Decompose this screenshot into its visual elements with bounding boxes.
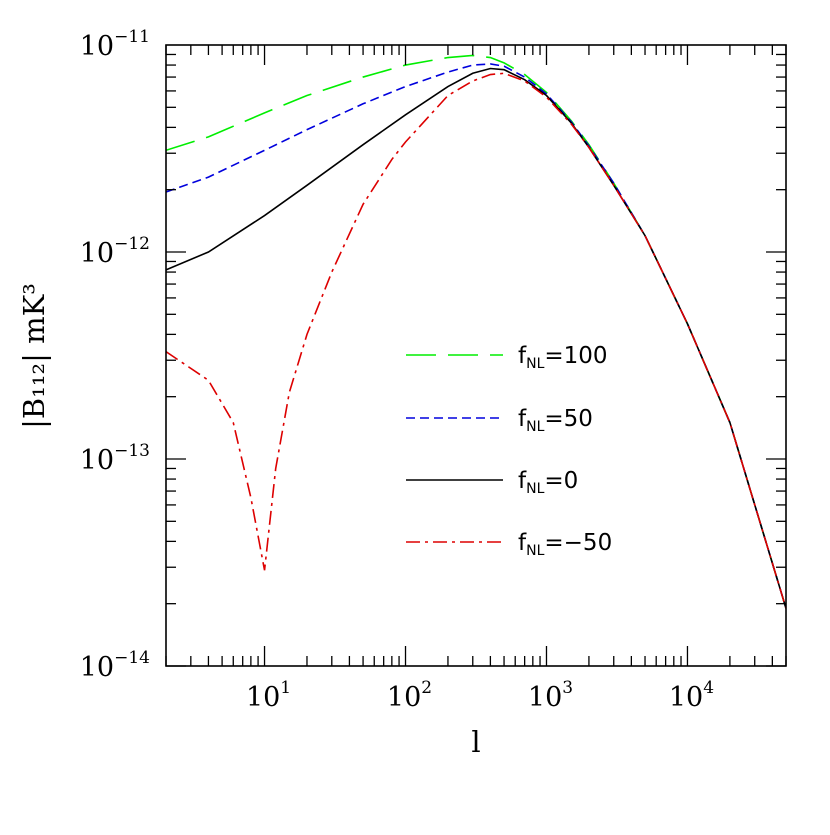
x-axis-label: l	[471, 725, 480, 759]
legend-label-1: fNL=50	[518, 406, 593, 435]
legend-label-2: fNL=0	[518, 468, 578, 497]
series-line-1	[166, 63, 786, 609]
y-axis-label: |B₁₁₂| mK³	[17, 283, 51, 429]
legend-label-3: fNL=−50	[518, 530, 612, 559]
x-tick-label-3: 104	[669, 678, 714, 713]
y-tick-label-2: 10−12	[80, 234, 150, 269]
legend-label-0: fNL=100	[518, 343, 608, 372]
series-line-3	[166, 72, 786, 609]
series-line-0	[166, 54, 786, 609]
legend: fNL=100 fNL=50 fNL=0 fNL=−50	[406, 343, 612, 559]
x-tick-label-1: 102	[387, 678, 432, 713]
series-group	[166, 54, 786, 609]
series-line-2	[166, 67, 786, 609]
y-tick-label-3: 10−11	[80, 27, 150, 62]
plot-frame	[165, 44, 787, 667]
tick-labels-group: 101 102 103 104 10−14 10−13 10−12 10−11	[80, 27, 714, 713]
y-tick-label-0: 10−14	[80, 648, 150, 683]
x-tick-label-0: 101	[246, 678, 291, 713]
y-tick-label-1: 10−13	[80, 441, 150, 476]
x-tick-label-2: 103	[528, 678, 573, 713]
